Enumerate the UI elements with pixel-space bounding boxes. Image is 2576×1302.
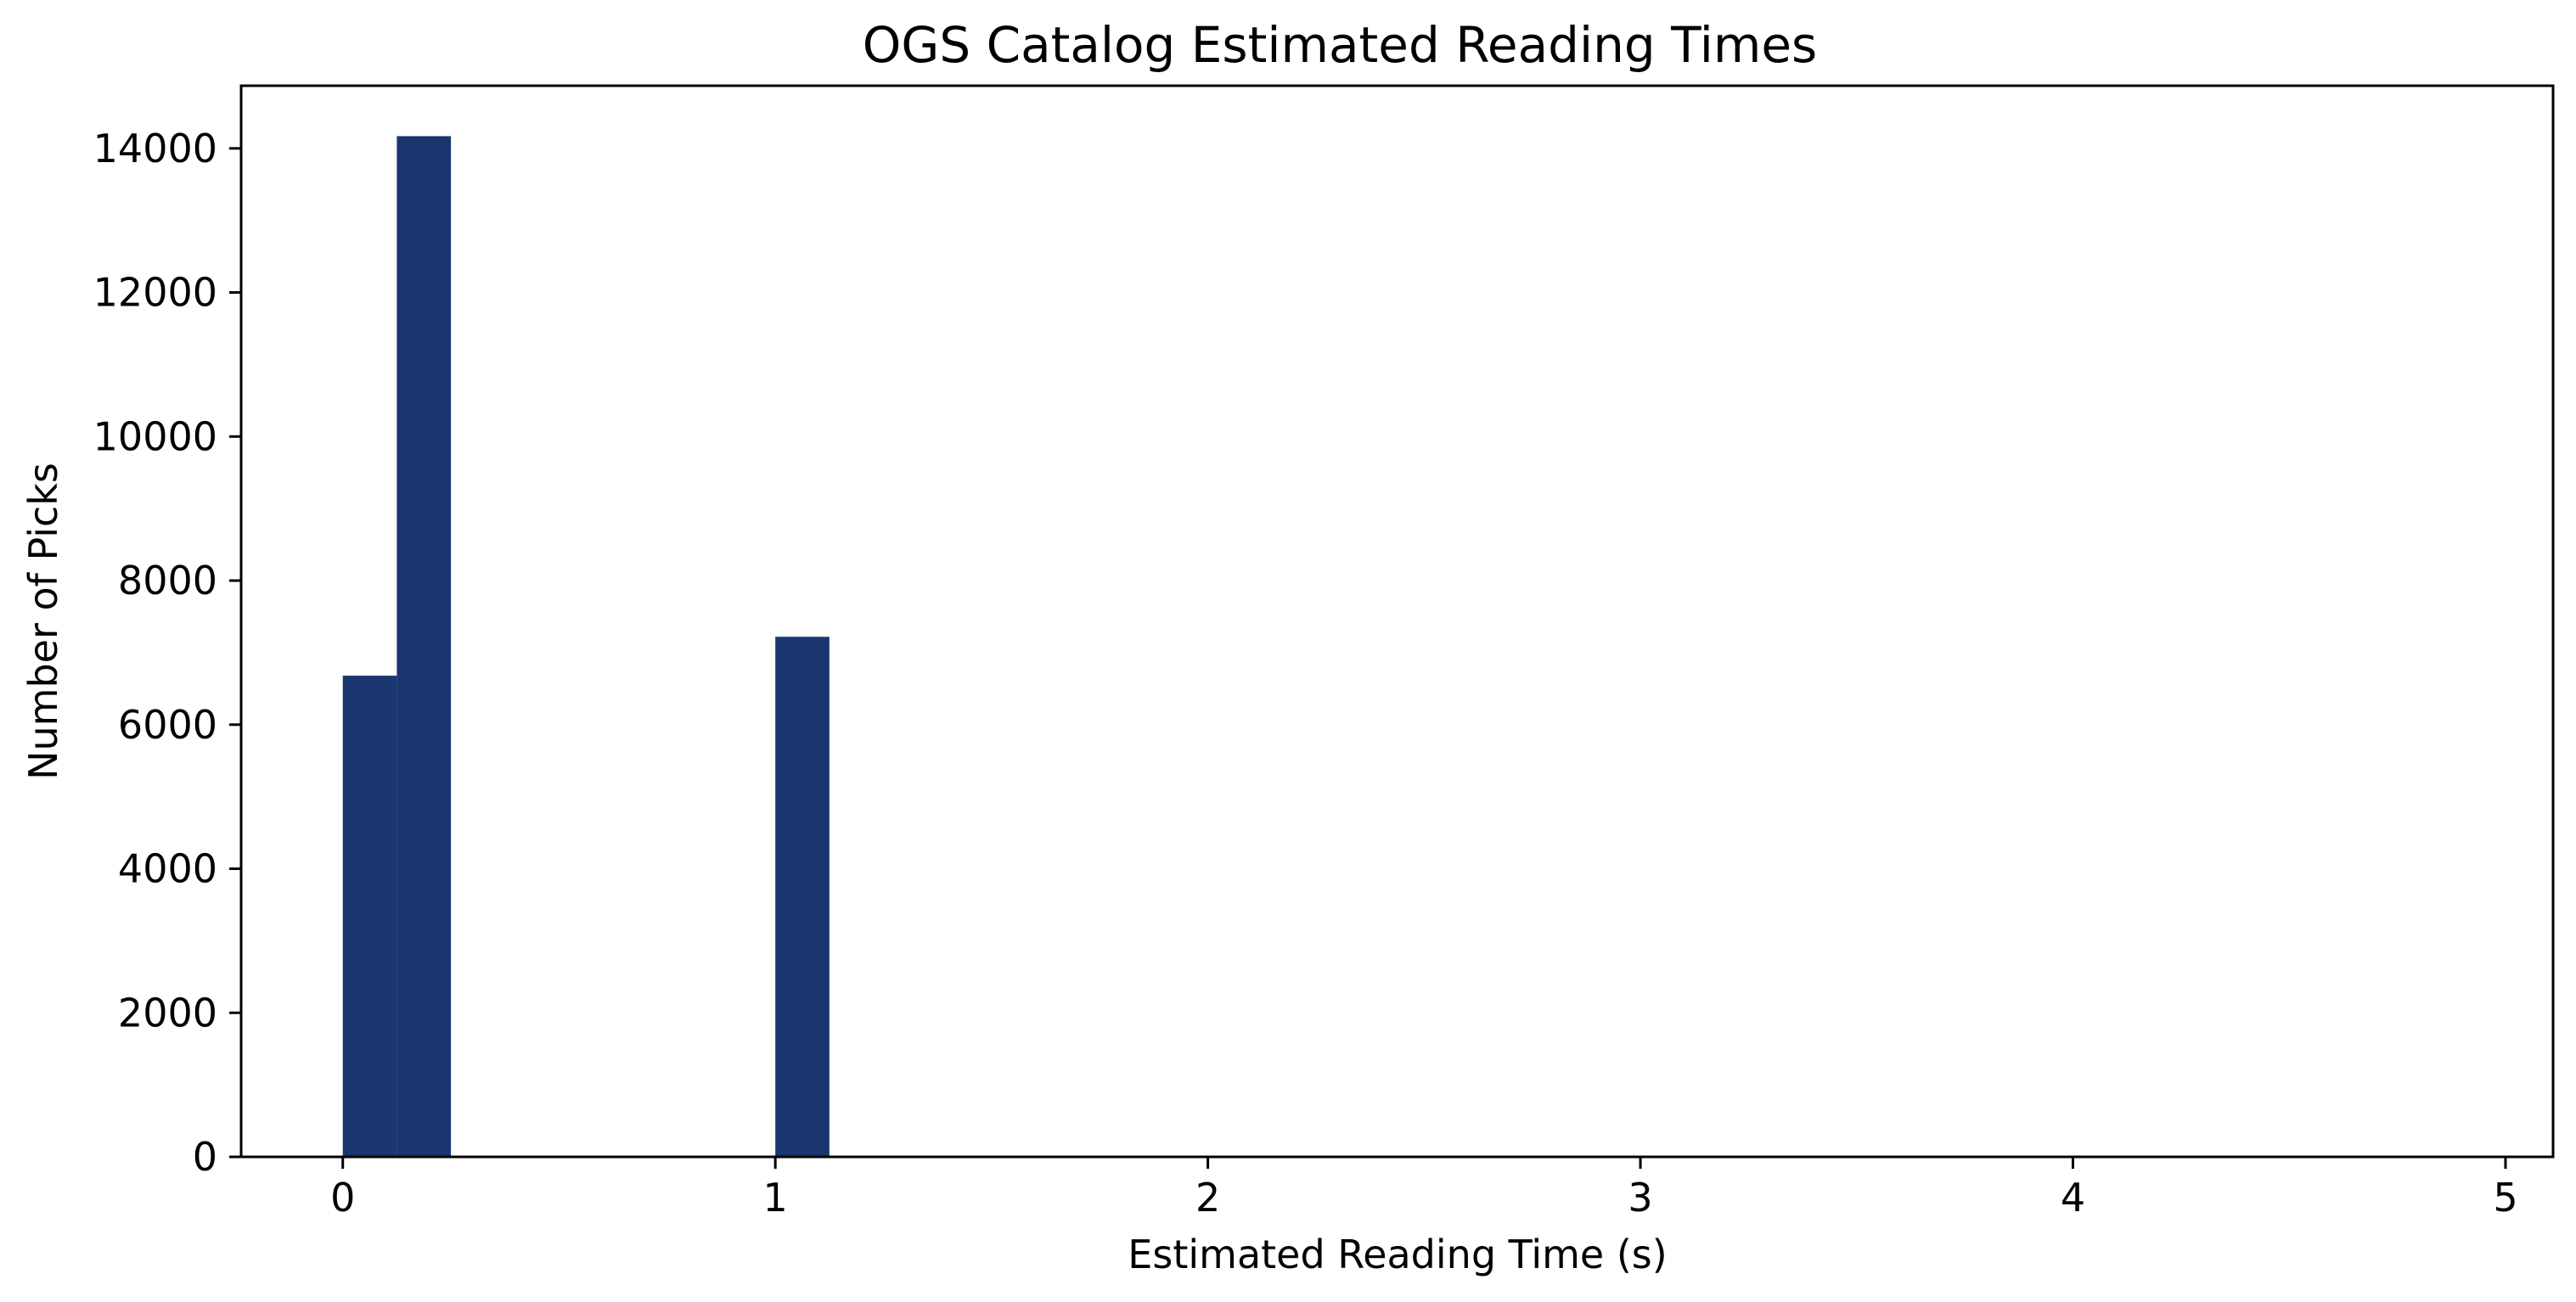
y-tick-label: 2000 [118,990,217,1035]
histogram-bar-0 [342,676,397,1157]
y-tick-label: 14000 [93,126,217,171]
x-axis-ticks: 0 1 2 3 4 5 [330,1157,2518,1221]
plot-frame [239,84,2555,1159]
x-tick-label: 4 [2061,1175,2085,1221]
y-tick-label: 10000 [93,413,217,459]
chart-title: OGS Catalog Estimated Reading Times [863,16,1818,74]
y-tick-label: 6000 [118,702,217,748]
histogram-bar-1 [397,136,452,1157]
y-tick-label: 8000 [118,558,217,603]
x-tick-label: 3 [1628,1175,1652,1221]
histogram-bar-2 [775,637,830,1157]
y-tick-label: 0 [193,1134,217,1180]
x-axis-label: Estimated Reading Time (s) [1128,1232,1667,1277]
bars-group [342,136,830,1157]
y-axis-ticks: 0 2000 4000 6000 8000 10000 12000 14000 [93,126,241,1180]
y-tick-label: 12000 [93,270,217,316]
y-axis-label: Number of Picks [20,463,66,780]
x-tick-label: 5 [2493,1175,2517,1221]
x-tick-label: 2 [1195,1175,1220,1221]
x-tick-label: 1 [763,1175,788,1221]
y-tick-label: 4000 [118,846,217,892]
x-tick-label: 0 [330,1175,355,1221]
